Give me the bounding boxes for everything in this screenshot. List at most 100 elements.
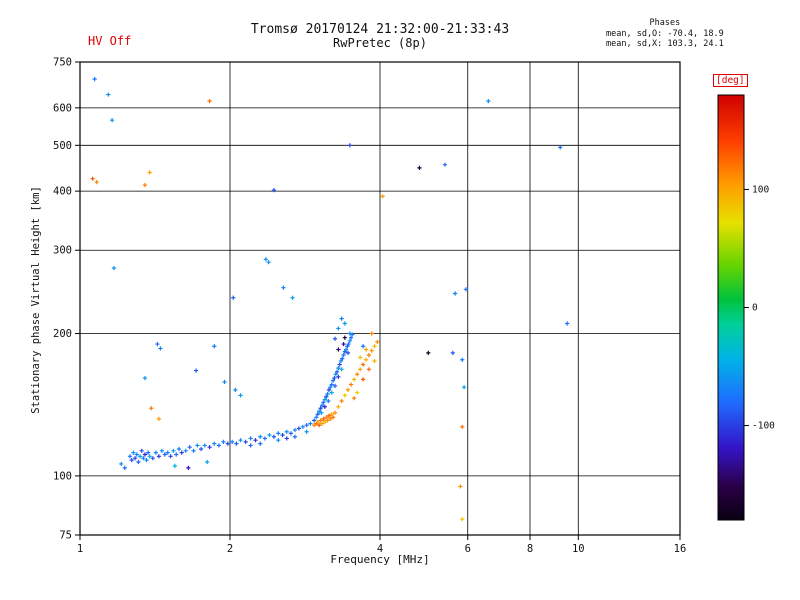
data-point xyxy=(292,434,298,439)
data-point xyxy=(258,441,263,446)
data-point xyxy=(216,443,221,448)
data-point xyxy=(346,341,351,347)
data-point xyxy=(248,443,253,448)
data-point xyxy=(460,357,465,362)
data-point xyxy=(221,439,226,445)
data-point xyxy=(339,316,344,321)
data-point xyxy=(319,410,324,415)
data-point xyxy=(463,287,469,292)
plot-subtitle: RwPretec (8p) xyxy=(333,36,427,50)
data-point xyxy=(352,377,357,382)
x-tick-label: 6 xyxy=(465,543,471,555)
data-point xyxy=(156,454,162,459)
data-point xyxy=(168,454,173,459)
colorbar-tick-label: 100 xyxy=(752,184,769,195)
data-point xyxy=(288,431,293,436)
data-point xyxy=(129,457,134,463)
data-point xyxy=(325,391,330,397)
data-point xyxy=(426,350,431,355)
data-point xyxy=(345,344,350,349)
data-point xyxy=(318,406,323,411)
y-tick-label: 300 xyxy=(53,245,72,257)
data-point xyxy=(266,260,271,265)
data-point xyxy=(106,92,111,97)
data-point xyxy=(328,385,333,390)
data-point xyxy=(363,347,369,352)
data-point xyxy=(332,383,338,388)
data-point xyxy=(372,358,377,364)
data-point xyxy=(110,118,115,123)
data-point xyxy=(336,326,341,331)
data-point xyxy=(222,379,227,385)
data-point xyxy=(205,459,210,465)
data-point xyxy=(358,367,363,372)
data-point xyxy=(329,412,334,417)
data-point xyxy=(238,438,243,443)
data-point xyxy=(355,372,360,377)
data-point xyxy=(212,441,217,446)
data-point xyxy=(267,432,272,438)
data-point xyxy=(312,418,317,423)
data-point xyxy=(176,446,182,452)
data-point xyxy=(343,347,349,352)
data-point xyxy=(460,424,465,429)
x-tick-label: 8 xyxy=(527,543,533,555)
data-point xyxy=(458,484,463,489)
data-point xyxy=(276,431,281,436)
data-point xyxy=(144,457,149,463)
data-point xyxy=(366,367,371,372)
data-point xyxy=(565,321,570,326)
data-point xyxy=(131,450,136,455)
data-point xyxy=(284,429,289,434)
data-point xyxy=(308,421,313,426)
data-point xyxy=(332,336,338,341)
data-point xyxy=(158,346,163,351)
data-point xyxy=(156,416,162,421)
data-point xyxy=(336,366,341,371)
data-point xyxy=(336,404,341,409)
colorbar-tick-label: -100 xyxy=(752,421,775,432)
data-point xyxy=(142,375,148,381)
data-point xyxy=(207,445,212,450)
data-point xyxy=(322,404,327,409)
data-point xyxy=(372,344,377,349)
data-point xyxy=(322,419,327,425)
data-point xyxy=(486,99,491,104)
data-point xyxy=(333,372,338,377)
data-point xyxy=(94,179,99,185)
data-point xyxy=(179,450,184,455)
colorbar xyxy=(717,94,745,521)
data-point xyxy=(284,436,289,441)
data-point xyxy=(146,450,151,455)
data-point xyxy=(202,443,207,448)
data-point xyxy=(342,393,347,398)
data-point xyxy=(142,182,148,188)
data-point xyxy=(325,418,330,423)
y-tick-label: 75 xyxy=(59,530,72,542)
data-point xyxy=(290,295,295,300)
data-point xyxy=(292,427,298,433)
data-point xyxy=(336,347,341,352)
data-point xyxy=(328,416,333,421)
data-point xyxy=(248,436,253,441)
data-point xyxy=(339,398,344,404)
data-point xyxy=(172,463,177,468)
data-point xyxy=(111,266,117,271)
data-point xyxy=(253,438,258,443)
data-point xyxy=(322,397,327,402)
data-point xyxy=(280,432,285,438)
data-point xyxy=(225,441,230,446)
data-point xyxy=(136,459,141,465)
data-point xyxy=(207,99,212,104)
data-point xyxy=(263,257,268,262)
y-tick-label: 600 xyxy=(53,102,72,114)
data-point xyxy=(369,348,374,353)
data-point xyxy=(271,434,277,439)
x-tick-label: 4 xyxy=(377,543,383,555)
data-point xyxy=(321,400,326,405)
data-point xyxy=(155,341,160,347)
data-point xyxy=(366,353,371,358)
data-point xyxy=(127,454,133,459)
data-point xyxy=(262,436,267,441)
